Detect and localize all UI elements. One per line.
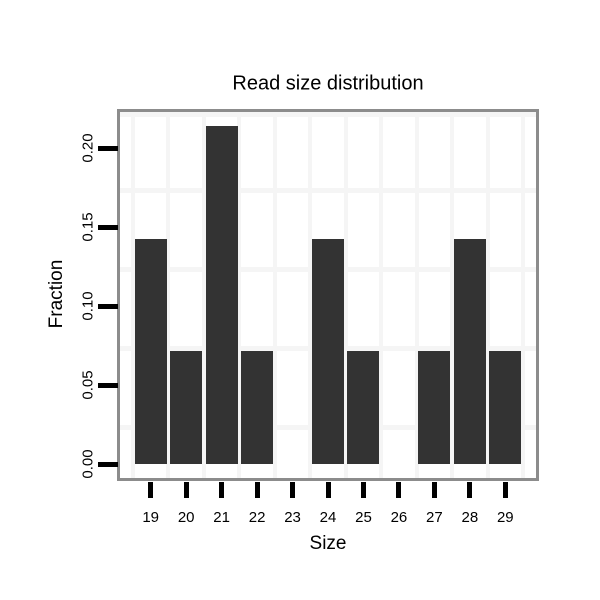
- x-tick-label: 28: [461, 509, 479, 526]
- x-tick-label: 27: [426, 509, 443, 526]
- bar-size-28: [453, 238, 486, 464]
- y-tick-label: 0.15: [79, 212, 97, 242]
- x-tick-label: 20: [177, 509, 195, 526]
- bar-size-19: [134, 238, 167, 464]
- x-tick: [360, 482, 366, 498]
- minor-gridline-vertical: [343, 112, 348, 478]
- bar-size-25: [347, 351, 380, 464]
- x-tick: [290, 482, 296, 498]
- x-axis-title: Size: [309, 533, 347, 554]
- minor-gridline-vertical: [237, 112, 242, 478]
- minor-gridline-horizontal: [120, 187, 536, 193]
- x-tick: [219, 482, 225, 498]
- minor-gridline-vertical: [379, 112, 384, 478]
- x-tick-label: 24: [319, 509, 337, 526]
- y-tick: [98, 303, 118, 309]
- minor-gridline-vertical: [450, 112, 455, 478]
- bar-size-20: [170, 351, 203, 464]
- x-tick: [467, 482, 473, 498]
- y-tick-label: 0.10: [79, 291, 97, 321]
- x-tick-label: 23: [284, 509, 301, 526]
- minor-gridline-vertical: [201, 112, 206, 478]
- x-tick: [502, 482, 508, 498]
- minor-gridline-vertical: [414, 112, 419, 478]
- x-tick-label: 29: [496, 509, 514, 526]
- x-tick-label: 19: [142, 509, 160, 526]
- y-tick-label: 0.00: [79, 449, 97, 479]
- y-tick: [98, 461, 118, 467]
- x-tick-label: 22: [248, 509, 266, 526]
- y-tick: [98, 224, 118, 230]
- x-tick: [148, 482, 154, 498]
- y-tick-label: 0.20: [79, 133, 97, 163]
- x-tick-label: 26: [390, 509, 408, 526]
- y-tick: [98, 145, 118, 151]
- y-axis-title: Fraction: [46, 259, 67, 329]
- bar-size-21: [205, 125, 238, 464]
- bar-size-22: [241, 351, 274, 464]
- bar-size-24: [312, 238, 344, 464]
- plot-panel: [117, 109, 539, 481]
- minor-gridline-vertical: [521, 112, 526, 478]
- minor-gridline-vertical: [308, 112, 313, 478]
- minor-gridline-vertical: [166, 112, 171, 478]
- bar-size-27: [418, 351, 451, 464]
- minor-gridline-vertical: [130, 112, 135, 478]
- x-tick: [431, 482, 437, 498]
- x-tick: [254, 482, 260, 498]
- minor-gridline-vertical: [272, 112, 277, 478]
- x-tick: [396, 482, 402, 498]
- chart-title: Read size distribution: [232, 72, 424, 95]
- y-tick-label: 0.05: [79, 370, 97, 400]
- x-tick: [183, 482, 189, 498]
- minor-gridline-horizontal: [120, 112, 536, 117]
- x-tick-label: 21: [213, 509, 230, 526]
- x-tick: [325, 482, 331, 498]
- y-tick: [98, 382, 118, 388]
- bar-size-29: [489, 351, 522, 464]
- x-tick-label: 25: [355, 509, 372, 526]
- minor-gridline-vertical: [485, 112, 490, 478]
